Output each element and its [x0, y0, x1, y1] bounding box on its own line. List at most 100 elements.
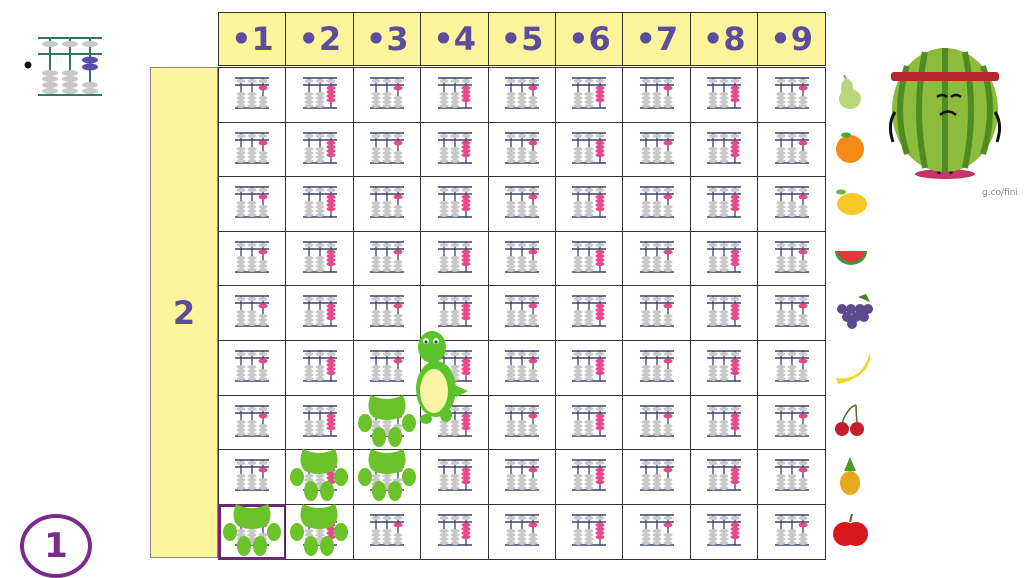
grid-cell-r4-c1[interactable] — [218, 230, 287, 287]
grid-cell-r5-c3[interactable] — [352, 285, 422, 342]
grid-cell-r6-c7[interactable] — [622, 340, 692, 397]
grid-cell-r9-c1[interactable] — [218, 503, 287, 560]
abacus-icon — [301, 513, 339, 551]
grid-cell-r5-c1[interactable] — [218, 285, 287, 342]
grid-cell-r3-c5[interactable] — [487, 176, 557, 233]
grid-cell-r3-c9[interactable] — [757, 176, 827, 233]
grid-cell-r1-c9[interactable] — [757, 67, 827, 124]
grid-cell-r6-c3[interactable] — [352, 340, 422, 397]
grid-cell-r3-c4[interactable] — [420, 176, 490, 233]
grid-cell-r4-c6[interactable] — [555, 230, 624, 287]
grid-cell-r8-c1[interactable] — [218, 449, 287, 506]
grid-cell-r2-c9[interactable] — [757, 121, 827, 178]
abacus-icon — [233, 240, 271, 278]
grid-cell-r1-c4[interactable] — [420, 67, 490, 124]
grid-cell-r9-c2[interactable] — [285, 503, 355, 560]
abacus-icon — [233, 185, 271, 223]
abacus-icon — [638, 185, 676, 223]
grid-cell-r3-c2[interactable] — [285, 176, 355, 233]
grid-cell-r9-c6[interactable] — [555, 503, 624, 560]
grid-cell-r7-c1[interactable] — [218, 394, 287, 451]
grid-cell-r6-c2[interactable] — [285, 340, 355, 397]
grid-cell-r2-c4[interactable] — [420, 121, 490, 178]
watermelon-icon — [832, 239, 874, 283]
abacus-icon — [368, 349, 406, 387]
grid-cell-r5-c4[interactable] — [420, 285, 490, 342]
abacus-icon — [773, 294, 811, 332]
grid-cell-r2-c3[interactable] — [352, 121, 422, 178]
grid-cell-r8-c6[interactable] — [555, 449, 624, 506]
abacus-icon — [570, 349, 608, 387]
grid-cell-r8-c9[interactable] — [757, 449, 827, 506]
grid-cell-r3-c3[interactable] — [352, 176, 422, 233]
grid-cell-r7-c8[interactable] — [689, 394, 759, 451]
grid-cell-r4-c4[interactable] — [420, 230, 490, 287]
grid-cell-r8-c2[interactable] — [285, 449, 355, 506]
grid-cell-r5-c8[interactable] — [689, 285, 759, 342]
abacus-example-icon — [20, 32, 110, 102]
grid-cell-r9-c9[interactable] — [757, 503, 827, 560]
grid-cell-r6-c1[interactable] — [218, 340, 287, 397]
grid-cell-r7-c9[interactable] — [757, 394, 827, 451]
grid-cell-r9-c5[interactable] — [487, 503, 557, 560]
grid-cell-r1-c6[interactable] — [555, 67, 624, 124]
grid-cell-r7-c6[interactable] — [555, 394, 624, 451]
grid-cell-r4-c9[interactable] — [757, 230, 827, 287]
grid-cell-r7-c4[interactable] — [420, 394, 490, 451]
grid-cell-r3-c1[interactable] — [218, 176, 287, 233]
grid-cell-r8-c5[interactable] — [487, 449, 557, 506]
grid-cell-r1-c2[interactable] — [285, 67, 355, 124]
grid-cell-r8-c8[interactable] — [689, 449, 759, 506]
grid-cell-r4-c2[interactable] — [285, 230, 355, 287]
grid-cell-r2-c7[interactable] — [622, 121, 692, 178]
grid-cell-r3-c6[interactable] — [555, 176, 624, 233]
grid-cell-r9-c4[interactable] — [420, 503, 490, 560]
grid-cell-r1-c5[interactable] — [487, 67, 557, 124]
grid-cell-r6-c8[interactable] — [689, 340, 759, 397]
grid-cell-r7-c7[interactable] — [622, 394, 692, 451]
grid-cell-r5-c2[interactable] — [285, 285, 355, 342]
grid-cell-r5-c6[interactable] — [555, 285, 624, 342]
grid-cell-r7-c3[interactable] — [352, 394, 422, 451]
abacus-icon — [436, 513, 474, 551]
grid-cell-r7-c5[interactable] — [487, 394, 557, 451]
abacus-icon — [570, 131, 608, 169]
grid-cell-r1-c8[interactable] — [689, 67, 759, 124]
grid-cell-r4-c7[interactable] — [622, 230, 692, 287]
grid-cell-r4-c5[interactable] — [487, 230, 557, 287]
grid-cell-r8-c4[interactable] — [420, 449, 490, 506]
grid-cell-r2-c2[interactable] — [285, 121, 355, 178]
grid-cell-r1-c1[interactable] — [218, 67, 287, 124]
abacus-icon — [233, 294, 271, 332]
grid-cell-r6-c4[interactable] — [420, 340, 490, 397]
grid-cell-r2-c6[interactable] — [555, 121, 624, 178]
grid-cell-r2-c5[interactable] — [487, 121, 557, 178]
grid-cell-r6-c9[interactable] — [757, 340, 827, 397]
grid-cell-r9-c7[interactable] — [622, 503, 692, 560]
abacus-icon — [436, 185, 474, 223]
grid-cell-r5-c9[interactable] — [757, 285, 827, 342]
grid-cell-r5-c7[interactable] — [622, 285, 692, 342]
grid-cell-r3-c8[interactable] — [689, 176, 759, 233]
abacus-icon — [638, 240, 676, 278]
grid-cell-r7-c2[interactable] — [285, 394, 355, 451]
grid-cell-r6-c5[interactable] — [487, 340, 557, 397]
grid-cell-r4-c3[interactable] — [352, 230, 422, 287]
grid-cell-r3-c7[interactable] — [622, 176, 692, 233]
page-number-badge[interactable]: 1 — [20, 514, 92, 578]
grid-cell-r9-c8[interactable] — [689, 503, 759, 560]
grid-cell-r8-c7[interactable] — [622, 449, 692, 506]
grid-cell-r9-c3[interactable] — [352, 503, 422, 560]
row-tens-label: 2 — [150, 67, 218, 558]
grid-cell-r5-c5[interactable] — [487, 285, 557, 342]
grid-cell-r4-c8[interactable] — [689, 230, 759, 287]
grid-cell-r2-c8[interactable] — [689, 121, 759, 178]
abacus-icon — [705, 131, 743, 169]
grid-cell-r1-c3[interactable] — [352, 67, 422, 124]
grid-cell-r8-c3[interactable] — [352, 449, 422, 506]
grid-cell-r6-c6[interactable] — [555, 340, 624, 397]
grid-cell-r1-c7[interactable] — [622, 67, 692, 124]
abacus-icon — [638, 349, 676, 387]
abacus-icon — [301, 76, 339, 114]
grid-cell-r2-c1[interactable] — [218, 121, 287, 178]
